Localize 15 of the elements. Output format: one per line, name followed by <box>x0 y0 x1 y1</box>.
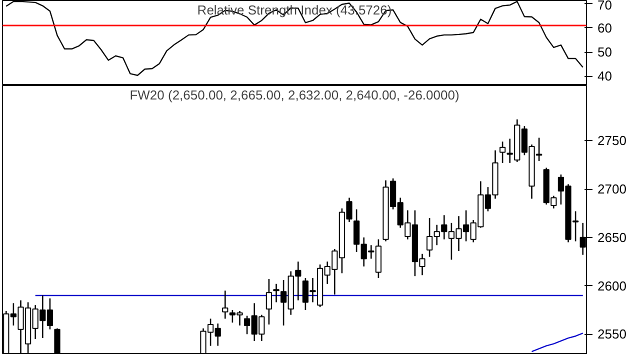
y-tick-label: 2600 <box>598 278 626 294</box>
y-tick-label: 50 <box>598 44 612 60</box>
y-tick-label: 2550 <box>598 326 626 342</box>
candlestick <box>499 140 506 164</box>
y-tick-label: 60 <box>598 20 612 36</box>
y-tick-label: 2650 <box>598 230 626 245</box>
chart-title: FW20 (2,650.00, 2,665.00, 2,632.00, 2,640.00, -26.0000) <box>130 88 460 102</box>
candlestick <box>266 278 272 326</box>
y-tick-label: 40 <box>598 68 612 84</box>
y-tick-label: 70 <box>598 0 612 12</box>
y-tick-label: 2700 <box>598 182 626 197</box>
candlestick <box>222 290 228 320</box>
candlestick <box>273 283 280 303</box>
line-series <box>531 332 584 352</box>
y-tick-label: 2750 <box>598 133 626 148</box>
